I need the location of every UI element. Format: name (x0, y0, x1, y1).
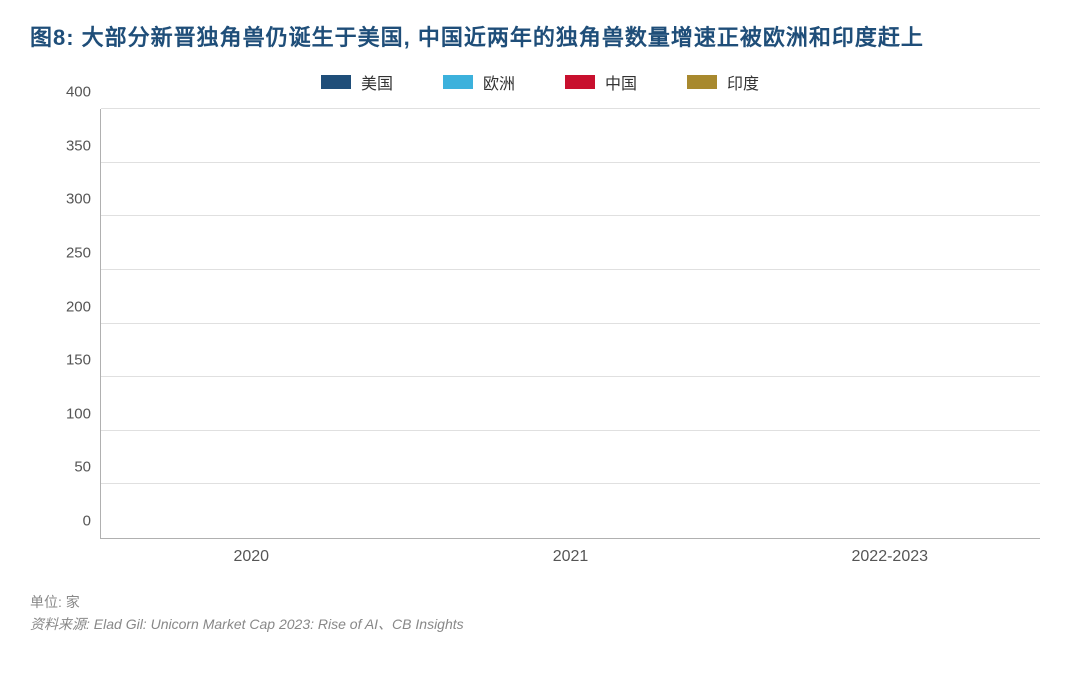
legend-label: 印度 (727, 70, 759, 94)
legend: 美国 欧洲 中国 印度 (30, 70, 1050, 94)
legend-swatch (321, 75, 351, 89)
x-tick-label: 2022-2023 (851, 548, 928, 566)
gridline (101, 269, 1040, 270)
gridline (101, 376, 1040, 377)
gridline (101, 162, 1040, 163)
plot-region: 050100150200250300350400202020212022-202… (100, 109, 1040, 539)
x-tick-label: 2021 (553, 548, 589, 566)
legend-item: 中国 (565, 70, 637, 94)
legend-swatch (443, 75, 473, 89)
gridline (101, 215, 1040, 216)
gridline (101, 483, 1040, 484)
y-tick-label: 200 (66, 298, 91, 315)
legend-item: 欧洲 (443, 70, 515, 94)
legend-item: 印度 (687, 70, 759, 94)
y-tick-label: 300 (66, 191, 91, 208)
chart-footer: 单位: 家 资料来源: Elad Gil: Unicorn Market Cap… (30, 591, 1050, 636)
y-tick-label: 100 (66, 405, 91, 422)
legend-item: 美国 (321, 70, 393, 94)
x-tick-label: 2020 (233, 548, 269, 566)
y-tick-label: 0 (83, 513, 91, 530)
gridline (101, 108, 1040, 109)
legend-swatch (687, 75, 717, 89)
y-tick-label: 250 (66, 244, 91, 261)
y-tick-label: 150 (66, 352, 91, 369)
y-tick-label: 50 (74, 459, 91, 476)
legend-swatch (565, 75, 595, 89)
unit-label: 单位: 家 (30, 591, 1050, 613)
gridline (101, 323, 1040, 324)
legend-label: 中国 (605, 70, 637, 94)
legend-label: 欧洲 (483, 70, 515, 94)
chart-title: 图8: 大部分新晋独角兽仍诞生于美国, 中国近两年的独角兽数量增速正被欧洲和印度… (30, 20, 1050, 52)
source-label: 资料来源: Elad Gil: Unicorn Market Cap 2023:… (30, 613, 1050, 635)
gridline (101, 430, 1040, 431)
legend-label: 美国 (361, 70, 393, 94)
y-tick-label: 400 (66, 84, 91, 101)
chart-area: 050100150200250300350400202020212022-202… (30, 109, 1050, 579)
y-tick-label: 350 (66, 137, 91, 154)
